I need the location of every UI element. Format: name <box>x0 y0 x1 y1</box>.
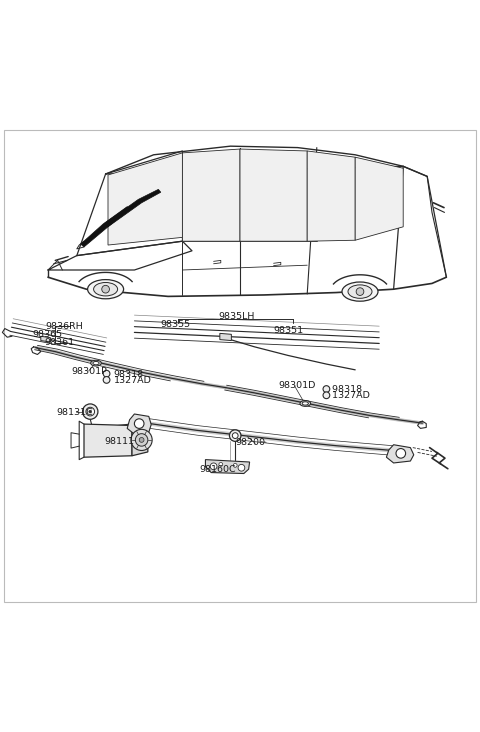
Ellipse shape <box>342 282 378 301</box>
Ellipse shape <box>91 360 101 366</box>
Polygon shape <box>132 425 148 456</box>
Polygon shape <box>182 149 240 242</box>
Ellipse shape <box>302 402 309 405</box>
Circle shape <box>238 464 245 471</box>
Circle shape <box>83 404 98 419</box>
Circle shape <box>396 449 406 458</box>
Text: 98111: 98111 <box>105 437 134 447</box>
Polygon shape <box>205 460 250 474</box>
Circle shape <box>219 463 223 466</box>
Text: 98361: 98361 <box>45 338 75 347</box>
Text: 98301P: 98301P <box>71 367 107 376</box>
Text: 98318: 98318 <box>332 384 365 394</box>
Text: 1327AD: 1327AD <box>332 392 373 400</box>
Ellipse shape <box>94 283 118 296</box>
Polygon shape <box>84 424 132 458</box>
Circle shape <box>323 386 330 392</box>
Circle shape <box>103 370 110 377</box>
Text: 98355: 98355 <box>161 320 191 329</box>
Circle shape <box>232 433 238 438</box>
Circle shape <box>323 392 330 399</box>
Circle shape <box>131 430 152 450</box>
Text: 98318: 98318 <box>114 370 144 378</box>
Polygon shape <box>41 336 50 342</box>
Text: 98200: 98200 <box>235 438 265 447</box>
Circle shape <box>89 410 92 413</box>
Circle shape <box>134 419 144 428</box>
Text: 98365: 98365 <box>33 330 63 340</box>
Ellipse shape <box>348 285 372 299</box>
Polygon shape <box>127 414 151 434</box>
Text: 1327AD: 1327AD <box>114 376 152 385</box>
Circle shape <box>102 285 109 293</box>
Text: 9835LH: 9835LH <box>218 312 255 321</box>
Text: 98131C: 98131C <box>57 408 94 417</box>
Circle shape <box>139 438 144 442</box>
Ellipse shape <box>87 280 124 299</box>
Circle shape <box>229 430 241 441</box>
Polygon shape <box>307 151 355 242</box>
Text: 98160C: 98160C <box>199 465 236 474</box>
Polygon shape <box>220 333 231 340</box>
Circle shape <box>103 376 110 384</box>
Polygon shape <box>355 157 403 240</box>
Polygon shape <box>108 153 182 245</box>
Polygon shape <box>240 149 307 242</box>
Text: 9836RH: 9836RH <box>46 322 84 331</box>
Ellipse shape <box>300 400 311 406</box>
Circle shape <box>210 463 217 470</box>
Polygon shape <box>105 190 161 227</box>
Circle shape <box>135 433 148 447</box>
Text: 98351: 98351 <box>274 326 304 335</box>
Circle shape <box>356 288 364 296</box>
Circle shape <box>86 407 95 416</box>
Polygon shape <box>386 445 414 463</box>
Ellipse shape <box>93 362 99 365</box>
Circle shape <box>233 463 237 467</box>
Text: 98301D: 98301D <box>278 381 316 390</box>
Polygon shape <box>81 206 130 247</box>
